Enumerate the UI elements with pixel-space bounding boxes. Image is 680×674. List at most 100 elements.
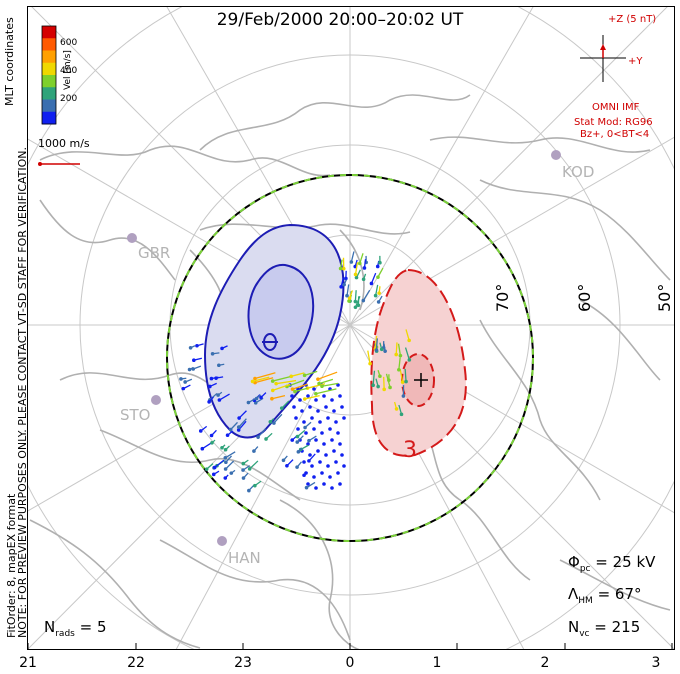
vector-shaft — [225, 445, 230, 451]
vector-shaft — [304, 394, 320, 400]
vector-origin — [314, 438, 318, 442]
colorbar — [41, 25, 57, 125]
vector-shaft — [193, 357, 202, 361]
vector-origin — [377, 291, 381, 295]
vector-origin — [342, 464, 346, 468]
vector-shaft — [404, 347, 410, 361]
vector-shaft — [255, 397, 264, 404]
colorbar-swatch — [42, 50, 56, 64]
vector-shaft — [304, 421, 312, 428]
vector-shaft — [297, 447, 303, 453]
vector-shaft — [254, 480, 262, 487]
vector-shaft — [256, 394, 262, 399]
n-vc-stat: Nvc = 215 — [568, 618, 640, 639]
vector-shaft — [297, 429, 306, 438]
vector-shaft — [212, 352, 220, 355]
vector-shaft — [196, 343, 204, 347]
phi-pc-value: = 25 kV — [595, 553, 656, 571]
vector-shaft — [180, 377, 187, 380]
colorbar-swatch — [42, 62, 56, 76]
vector-origin — [192, 358, 196, 362]
vector-shaft — [206, 463, 214, 470]
vector-shaft — [363, 259, 367, 269]
vector-shaft — [214, 459, 225, 468]
lambda-hm-symbol: ΛHM — [568, 585, 593, 606]
vector-origin — [322, 394, 326, 398]
vector-shaft — [405, 329, 410, 341]
vector-origin — [330, 398, 334, 402]
mlt-label-0: 0 — [345, 655, 355, 671]
vector-shaft — [192, 365, 202, 370]
vector-shaft — [398, 357, 401, 370]
potential-minimum-marker — [263, 333, 277, 351]
vector-shaft — [308, 435, 317, 442]
site-kod: KOD — [562, 163, 595, 181]
vector-origin — [314, 486, 318, 490]
vector-origin — [298, 398, 302, 402]
vector-origin — [290, 394, 294, 398]
vector-shaft — [354, 259, 358, 267]
n-rads-symbol: Nrads — [44, 618, 75, 639]
contour-label: 3 — [403, 438, 417, 463]
reference-vector — [38, 162, 80, 166]
vector-origin — [316, 409, 320, 413]
vector-shaft — [378, 286, 381, 294]
vector-shaft — [393, 401, 398, 410]
vector-shaft — [254, 377, 274, 384]
vector-shaft — [213, 470, 220, 475]
vector-origin — [326, 464, 330, 468]
vector-shaft — [383, 376, 385, 390]
vector-origin — [306, 442, 310, 446]
vector-shaft — [300, 444, 309, 451]
vector-shaft — [200, 425, 208, 432]
vector-shaft — [219, 393, 230, 401]
mlt-ticks — [27, 643, 673, 649]
colorbar-swatch — [42, 87, 56, 100]
mlt-label-23: 23 — [234, 655, 252, 671]
vector-origin — [310, 416, 314, 420]
vector-origin — [294, 416, 298, 420]
vector-origin — [302, 460, 306, 464]
mlt-label-1: 1 — [432, 655, 442, 671]
n-vc-value: = 215 — [594, 618, 641, 636]
colorbar-outline — [41, 25, 57, 125]
vector-shaft — [292, 383, 308, 390]
vector-shaft — [404, 368, 407, 382]
phi-pc-stat: Φpc = 25 kV — [568, 553, 655, 574]
vector-shaft — [271, 395, 286, 400]
vector-shaft — [304, 370, 318, 376]
coordinate-system: MLT coordinates — [3, 17, 16, 106]
vector-shaft — [224, 474, 229, 479]
vector-shaft — [377, 370, 381, 377]
vector-origin — [316, 449, 320, 453]
vector-shaft — [242, 465, 251, 471]
vector-origin — [400, 380, 405, 384]
vector-shaft — [238, 418, 247, 428]
vector-shaft — [378, 295, 383, 303]
vector-origin — [387, 378, 391, 382]
velocity-vectors — [179, 251, 412, 493]
vector-origin — [217, 363, 221, 368]
vector-origin — [330, 486, 334, 490]
vector-shaft — [211, 429, 217, 436]
vector-shaft — [303, 471, 308, 476]
vector-origin — [362, 266, 367, 270]
vector-shaft — [350, 251, 355, 263]
vector-origin — [179, 377, 183, 381]
vector-shaft — [306, 481, 316, 489]
vector-shaft — [260, 392, 267, 398]
mlt-label-2: 2 — [540, 655, 550, 671]
vector-origin — [336, 471, 340, 475]
vector-origin — [334, 420, 338, 424]
vector-shaft — [318, 378, 334, 385]
vector-origin — [328, 427, 332, 431]
vector-shaft — [230, 421, 238, 430]
vector-shaft — [221, 444, 226, 449]
vector-shaft — [272, 376, 291, 382]
site-han: HAN — [228, 549, 261, 567]
vector-origin — [338, 266, 343, 271]
vector-origin — [312, 427, 316, 431]
colorbar-swatch — [42, 75, 56, 88]
vector-origin — [373, 293, 378, 298]
vector-shaft — [242, 459, 249, 465]
